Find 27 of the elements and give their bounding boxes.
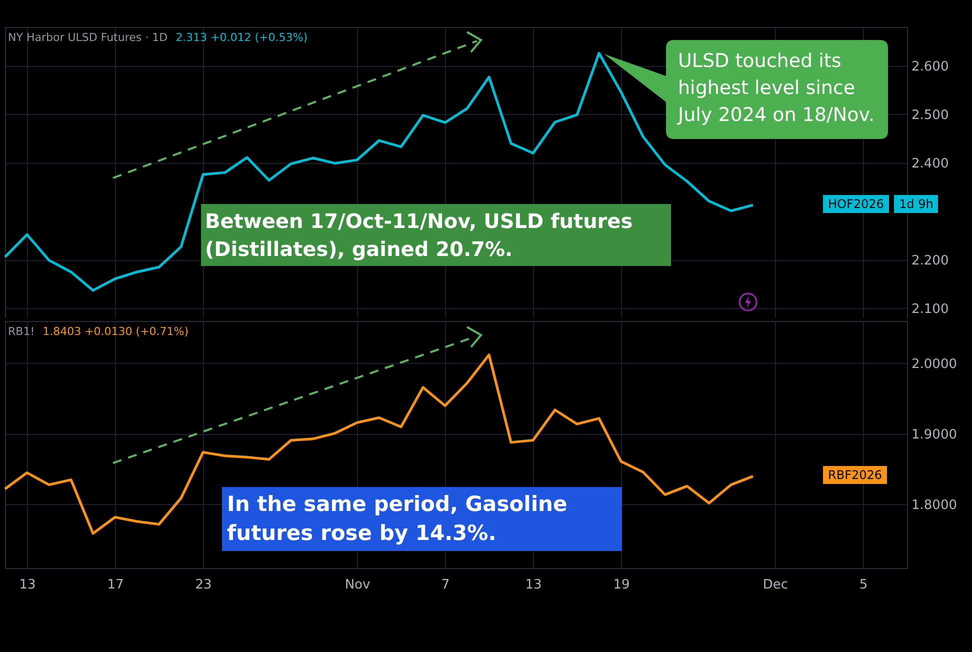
x-tick-label: Dec [762,578,788,592]
y-tick-label: 2.500 [912,108,949,123]
x-tick-label: 19 [613,578,630,592]
x-tick-label: 5 [859,578,868,592]
chart-title: RB1! [8,325,35,338]
y-tick-label: 1.8000 [912,498,957,513]
x-tick-label: 7 [441,578,450,592]
annotation: 1d 9h [894,194,938,213]
annotation: In the same period, Gasoline futures rose by 14.3%. [222,487,622,551]
x-tick-label: 17 [107,578,124,592]
legend-label: HOF2026 [823,194,889,213]
x-tick-label: 13 [19,578,36,592]
x-tick-label: Nov [344,578,370,592]
y-tick-label: 2.0000 [912,356,957,372]
chart-title: NY Harbor ULSD Futures · 1D [8,31,168,44]
x-tick-label: 13 [525,578,542,592]
annotation: 2.313 +0.012 (+0.53%) [176,31,308,44]
y-tick-label: 2.400 [912,156,949,172]
annotation: Between 17/Oct-11/Nov, USLD futures (Distillates), gained 20.7%. [201,204,671,266]
y-tick-label: 2.100 [912,302,949,317]
x-tick-label: 23 [195,578,212,592]
y-tick-label: 2.600 [912,59,949,74]
text: RBF2026 [823,466,888,484]
y-tick-label: 1.9000 [912,427,957,442]
annotation: 1.8403 +0.0130 (+0.71%) [42,325,189,338]
y-tick-label: 2.200 [912,253,949,268]
annotation: ULSD touched its highest level since July 2024 on 18/Nov. [676,49,876,128]
